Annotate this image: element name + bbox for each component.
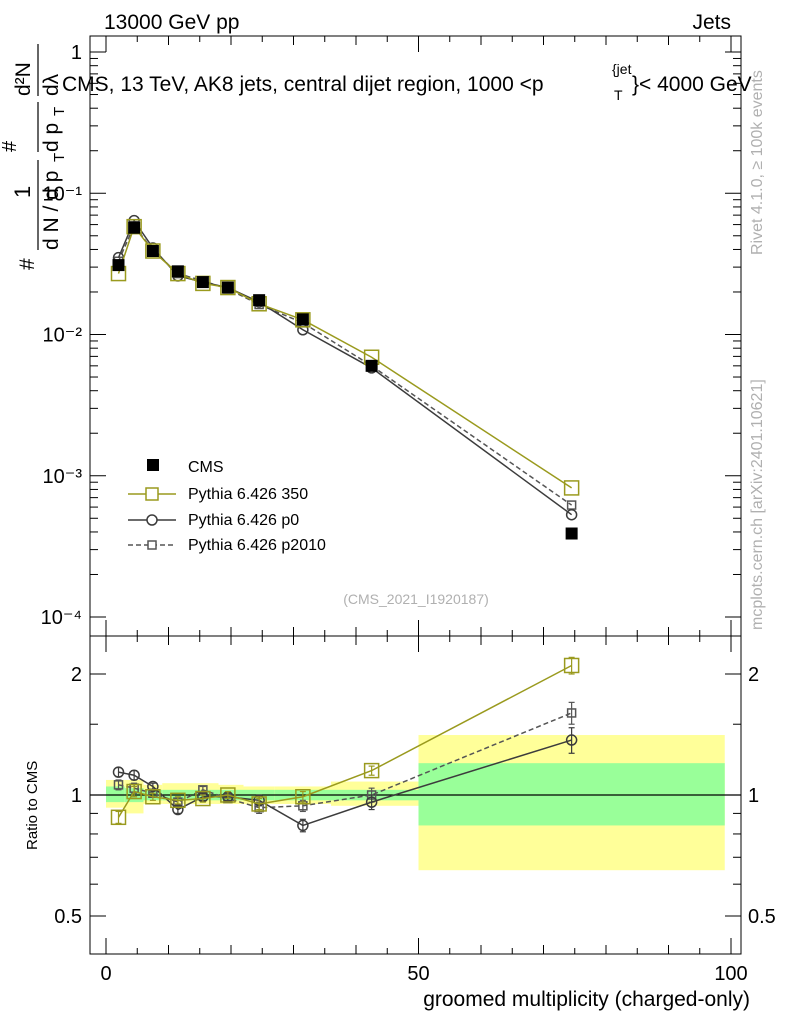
main-point-cms — [146, 245, 159, 258]
legend-marker-p2010 — [147, 540, 157, 550]
main-point-cms — [565, 527, 578, 540]
ratio-point-pythia-6-426-350 — [363, 762, 380, 779]
main-point-cms — [196, 276, 209, 289]
ratio-point-pythia-6-426-p0 — [297, 819, 309, 832]
ratio-xtick-label: 100 — [714, 963, 747, 985]
ratio-point-pythia-6-426-p0 — [172, 803, 184, 816]
main-ytick-label: 10⁻³ — [43, 466, 83, 488]
main-line-pythia-6-426-p0 — [117, 219, 573, 516]
rivet-label: Rivet 4.1.0, ≥ 100k events — [749, 70, 766, 255]
title-sup: {jet — [612, 61, 632, 77]
ratio-point-pythia-6-426-350 — [110, 809, 127, 826]
main-x-axis — [105, 36, 732, 636]
main-point-cms — [253, 294, 266, 307]
legend-marker-cms — [147, 459, 159, 471]
ratio-point-pythia-6-426-p0 — [112, 766, 125, 778]
legend: CMS Pythia 6.426 350 Pythia 6.426 p0 Pyt… — [128, 459, 326, 554]
ratio-xtick-label: 50 — [407, 963, 429, 985]
main-ytick-label: 10⁻⁴ — [41, 607, 82, 629]
main-point-pythia-6-426-350 — [145, 243, 161, 259]
ratio-y-axis: 0.5 0.5 1 1 2 2 — [54, 664, 776, 928]
legend-marker-p0 — [146, 514, 158, 526]
ratio-point-pythia-6-426-350 — [251, 796, 267, 812]
ylabel-denominator: d N / d p — [40, 171, 63, 250]
ylabel-hash-1: # — [16, 258, 39, 270]
main-line-pythia-6-426-350 — [117, 225, 573, 489]
title-main: CMS, 13 TeV, AK8 jets, central dijet reg… — [62, 73, 544, 96]
ratio-ytick-label-right: 2 — [748, 664, 759, 686]
main-line-pythia-6-426-p2010 — [117, 224, 573, 506]
ratio-line-pythia-6-426-350 — [117, 664, 572, 818]
ratio-point-pythia-6-426-350 — [563, 657, 580, 674]
ratio-xtick-label: 0 — [100, 963, 111, 985]
main-point-cms — [296, 313, 309, 326]
ylabel-top: d²N — [12, 62, 35, 96]
ratio-point-pythia-6-426-350 — [295, 789, 311, 805]
main-ylabel: # 1 d N / d p T # d p T d²N dλ — [0, 44, 68, 270]
ratio-point-pythia-6-426-p0 — [565, 734, 578, 746]
title-sub: T — [614, 87, 623, 103]
legend-label-p2010: Pythia 6.426 p2010 — [188, 537, 326, 554]
legend-marker-350 — [145, 487, 159, 501]
ratio-band-inner — [418, 763, 725, 826]
mcplots-label: mcplots.cern.ch [arXiv:2401.10621] — [749, 379, 766, 630]
ratio-ytick-label: 1 — [71, 785, 82, 807]
energy-label: 13000 GeV pp — [104, 11, 239, 34]
ratio-series-layer — [110, 656, 580, 833]
main-ytick-label: 10⁻² — [43, 325, 83, 347]
ratio-point-pythia-6-426-p2010 — [566, 708, 577, 718]
main-point-cms — [221, 281, 234, 294]
ratio-ytick-label: 0.5 — [54, 906, 82, 928]
main-y-axis: 1 10⁻¹ 10⁻² 10⁻³ 10⁻⁴ — [41, 42, 741, 629]
ratio-error-bands — [106, 735, 725, 871]
main-ytick-label: 10⁻¹ — [43, 183, 83, 205]
ratio-point-pythia-6-426-350 — [220, 787, 236, 803]
main-point-cms — [128, 221, 141, 234]
title-tail: }< 4000 GeV — [632, 73, 752, 96]
ylabel-dp: d p — [40, 123, 63, 152]
ylabel-dlambda: dλ — [40, 73, 63, 96]
ylabel-sub-1: T — [51, 153, 68, 162]
legend-label-350: Pythia 6.426 350 — [188, 486, 308, 503]
legend-label-cms: CMS — [188, 459, 224, 476]
ratio-point-pythia-6-426-p2010 — [113, 780, 124, 790]
main-point-cms — [171, 265, 184, 278]
ratio-ytick-label-right: 1 — [748, 785, 759, 807]
main-point-cms — [112, 259, 125, 272]
ratio-point-pythia-6-426-350 — [195, 790, 211, 807]
main-series-layer — [110, 214, 580, 540]
main-ytick-label: 1 — [71, 42, 82, 64]
legend-label-p0: Pythia 6.426 p0 — [188, 512, 299, 529]
ratio-point-pythia-6-426-350 — [170, 792, 186, 809]
ylabel-sub-2: T — [51, 107, 68, 116]
main-point-cms — [365, 359, 378, 372]
main-point-pythia-6-426-p0 — [565, 508, 578, 521]
ratio-point-pythia-6-426-350 — [126, 783, 142, 800]
main-point-pythia-6-426-350 — [220, 279, 236, 296]
ratio-ylabel: Ratio to CMS — [24, 761, 41, 850]
ratio-ytick-label: 2 — [71, 664, 82, 686]
ratio-point-pythia-6-426-p0 — [365, 796, 378, 808]
ratio-x-axis: 0 50 100 — [100, 636, 748, 985]
plot-title: CMS, 13 TeV, AK8 jets, central dijet reg… — [62, 61, 752, 103]
ratio-point-pythia-6-426-350 — [145, 789, 161, 805]
ratio-point-pythia-6-426-p0 — [128, 769, 140, 781]
ratio-point-pythia-6-426-p0 — [147, 780, 159, 793]
category-label: Jets — [692, 11, 731, 34]
ratio-line-pythia-6-426-p2010 — [118, 712, 572, 809]
ylabel-hash-2: # — [0, 140, 21, 152]
ratio-ytick-label-right: 0.5 — [748, 906, 776, 928]
main-point-pythia-6-426-350 — [295, 312, 311, 328]
ylabel-numerator: 1 — [10, 186, 35, 198]
main-point-pythia-6-426-350 — [563, 480, 580, 496]
analysis-id: (CMS_2021_I1920187) — [343, 591, 489, 607]
xlabel: groomed multiplicity (charged-only) — [423, 988, 750, 1011]
